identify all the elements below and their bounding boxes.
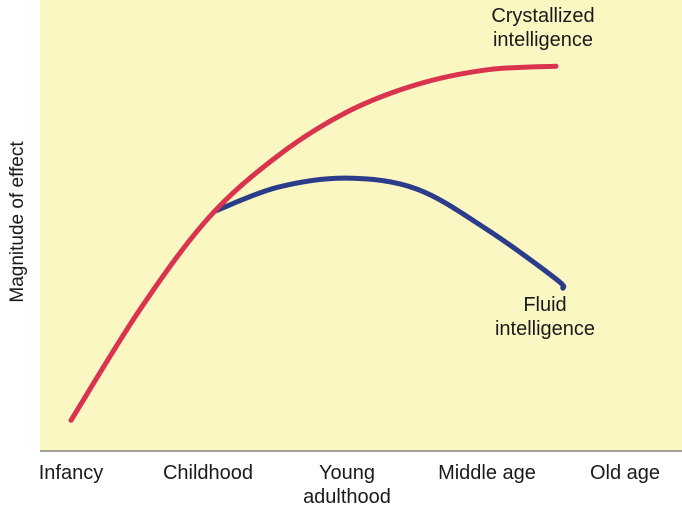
fluid-intelligence-line [212, 175, 567, 291]
x-tick-label: Childhood [163, 462, 253, 484]
crystallized-intelligence-line [68, 63, 559, 423]
plot-area [40, 0, 682, 451]
x-tick-label: Infancy [39, 462, 103, 484]
y-axis-label: Magnitude of effect [7, 141, 28, 303]
fluid-intelligence-label: Fluid intelligence [495, 294, 595, 340]
x-tick-label: Young adulthood [303, 462, 391, 508]
x-tick-label: Middle age [438, 462, 536, 484]
crystallized-intelligence-label: Crystallized intelligence [491, 5, 594, 51]
x-tick-label: Old age [590, 462, 660, 484]
